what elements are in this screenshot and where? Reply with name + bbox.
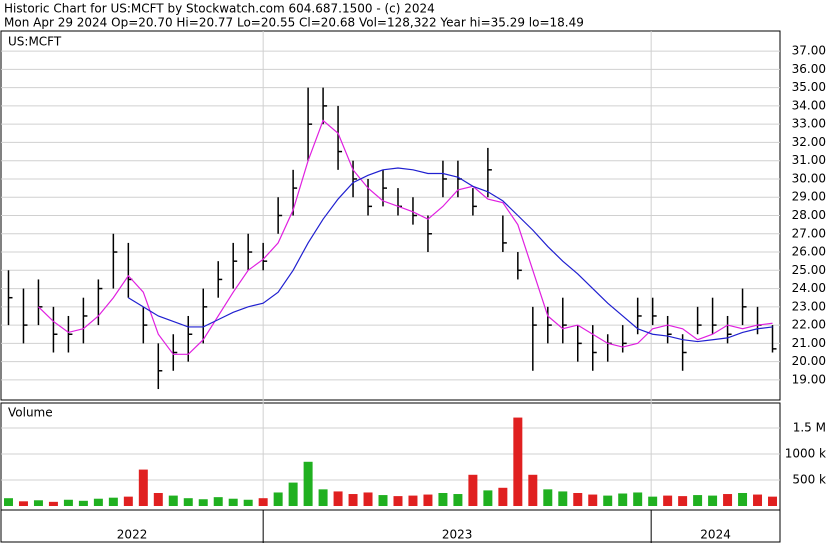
y-tick-label: 25.00 [792,263,826,277]
volume-label: Volume [8,406,53,420]
volume-bar [708,495,718,506]
volume-bar [498,487,508,506]
y-tick-label: 20.00 [792,354,826,368]
volume-bar [183,498,193,506]
volume-bar [483,490,493,506]
y-tick-label: 33.00 [792,117,826,131]
y-tick-label: 22.00 [792,318,826,332]
volume-bar [108,497,118,506]
volume-bar [213,497,223,506]
volume-bar [18,501,28,506]
volume-bar [528,474,538,506]
y-tick-label: 35.00 [792,80,826,94]
volume-bar [228,498,238,506]
y-tick-label: 37.00 [792,44,826,58]
volume-bar [678,496,688,506]
volume-bar [408,495,418,506]
moving-average [38,119,773,355]
y-tick-label: 36.00 [792,62,826,76]
volume-bar [558,491,568,506]
volume-bar [273,492,283,506]
volume-bar [138,469,148,506]
volume-bar [243,499,253,506]
y-tick-label: 19.00 [792,372,826,386]
y-tick-label: 23.00 [792,299,826,313]
volume-bar [738,492,748,506]
volume-bar [153,492,163,506]
y-tick-label: 24.00 [792,281,826,295]
volume-bar [363,492,373,506]
volume-tick-label: 1.5 M [793,420,826,434]
volume-bar [378,495,388,506]
time-axis [0,509,781,543]
volume-bar [33,500,43,506]
volume-bar [603,495,613,506]
volume-bar [3,498,13,506]
volume-bar [303,461,313,506]
y-tick-label: 28.00 [792,208,826,222]
year-label: 2023 [442,528,473,542]
volume-bar [468,474,478,506]
volume-bar [573,492,583,506]
moving-average [128,167,773,343]
volume-bar [618,493,628,506]
year-label: 2022 [117,528,148,542]
volume-bar [543,489,553,506]
volume-bar [693,495,703,506]
chart-subtitle: Mon Apr 29 2024 Op=20.70 Hi=20.77 Lo=20.… [4,16,584,30]
symbol-label: US:MCFT [8,35,62,49]
volume-bar [288,482,298,506]
volume-bar [633,492,643,506]
y-tick-label: 31.00 [792,153,826,167]
volume-bar [333,491,343,506]
volume-bar [768,496,778,506]
volume-bar [453,494,463,506]
volume-bar [48,501,58,506]
volume-tick-label: 1000 k [785,446,826,460]
volume-bar [63,499,73,506]
volume-bar [318,489,328,506]
y-tick-label: 32.00 [792,135,826,149]
volume-bar [588,494,598,506]
volume-bar [648,496,658,506]
y-tick-label: 21.00 [792,336,826,350]
y-tick-label: 27.00 [792,226,826,240]
volume-tick-label: 500 k [792,472,826,486]
y-tick-label: 34.00 [792,98,826,112]
volume-bar [78,500,88,506]
year-label: 2024 [700,528,731,542]
volume-bar [753,494,763,506]
volume-bar [348,494,358,506]
volume-bar [258,498,268,506]
volume-bar [123,496,133,506]
volume-bar [438,492,448,506]
volume-bar [168,495,178,506]
volume-bar [423,494,433,506]
y-tick-label: 29.00 [792,190,826,204]
volume-bar [93,498,103,506]
y-tick-label: 30.00 [792,171,826,185]
volume-bar [663,495,673,506]
volume-bar [513,417,523,506]
volume-bar [393,496,403,506]
chart-title: Historic Chart for US:MCFT by Stockwatch… [4,2,435,16]
y-tick-label: 26.00 [792,245,826,259]
volume-bar [198,499,208,506]
volume-bar [723,494,733,506]
